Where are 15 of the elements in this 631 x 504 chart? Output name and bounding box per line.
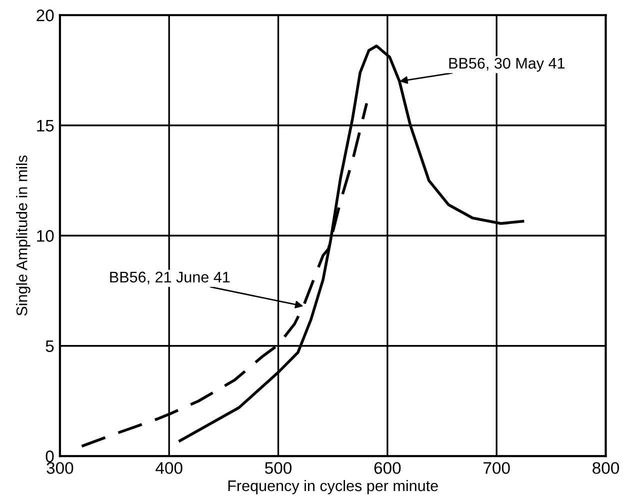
x-tick-label: 700 bbox=[484, 462, 510, 474]
annotation: BB56, 30 May 41 bbox=[449, 58, 565, 72]
y-tick-label: 0 bbox=[46, 450, 54, 462]
x-tick-label: 600 bbox=[374, 462, 401, 474]
x-tick-label: 800 bbox=[592, 462, 620, 474]
y-tick-label: 10 bbox=[37, 230, 54, 242]
y-tick-label: 15 bbox=[37, 120, 54, 132]
x-axis-title: Frequency in cycles per minute bbox=[228, 480, 438, 494]
y-tick-label: 5 bbox=[46, 340, 54, 352]
x-tick-label: 300 bbox=[46, 462, 74, 474]
y-axis-title: Single Amplitude in mils bbox=[16, 155, 30, 316]
x-tick-label: 400 bbox=[156, 462, 182, 474]
annotation: BB56, 21 June 41 bbox=[110, 272, 230, 284]
x-tick-label: 500 bbox=[265, 462, 292, 474]
y-tick-label: 20 bbox=[36, 10, 54, 22]
